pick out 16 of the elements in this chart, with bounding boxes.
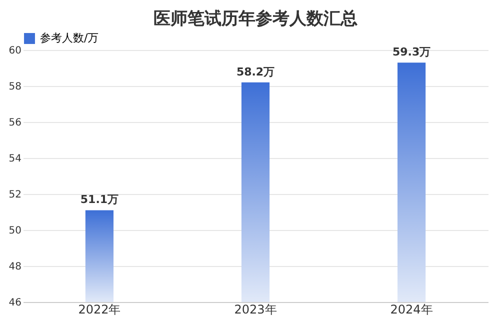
y-tick-label: 46 (8, 298, 22, 308)
chart-title: 医师笔试历年参考人数汇总 (154, 9, 358, 29)
y-tick-label: 50 (8, 226, 22, 236)
y-tick-label: 48 (8, 262, 22, 272)
y-tick-label: 54 (8, 154, 22, 164)
x-tick-label: 2024年 (390, 302, 433, 316)
y-tick-label: 60 (8, 46, 22, 56)
y-tick-label: 56 (8, 118, 22, 128)
x-tick-label: 2023年 (234, 302, 277, 316)
x-tick-label: 2022年 (78, 302, 121, 316)
y-tick-label: 52 (8, 190, 22, 200)
legend-label: 参考人数/万 (40, 32, 99, 44)
data-label: 59.3万 (392, 46, 431, 59)
data-label: 58.2万 (236, 65, 275, 78)
y-tick-label: 58 (8, 82, 22, 92)
data-label: 51.1万 (80, 193, 119, 206)
